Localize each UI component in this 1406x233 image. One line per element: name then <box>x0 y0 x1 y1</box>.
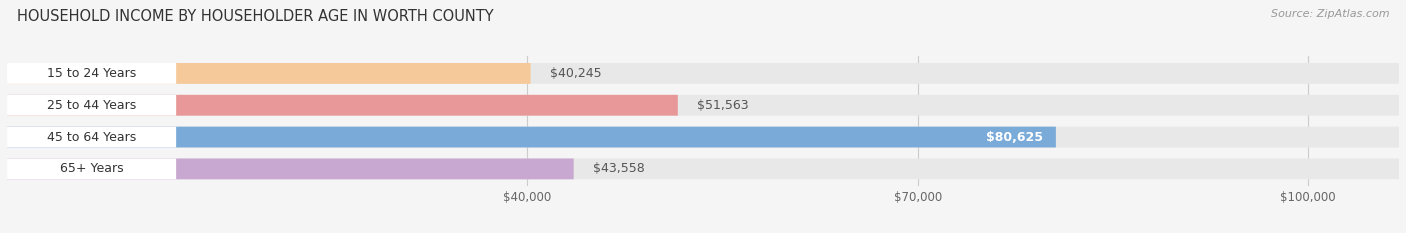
Text: HOUSEHOLD INCOME BY HOUSEHOLDER AGE IN WORTH COUNTY: HOUSEHOLD INCOME BY HOUSEHOLDER AGE IN W… <box>17 9 494 24</box>
FancyBboxPatch shape <box>7 127 1399 147</box>
FancyBboxPatch shape <box>7 95 176 116</box>
FancyBboxPatch shape <box>7 158 1399 179</box>
FancyBboxPatch shape <box>7 127 1056 147</box>
Text: $51,563: $51,563 <box>697 99 749 112</box>
FancyBboxPatch shape <box>7 63 176 84</box>
Text: $80,625: $80,625 <box>986 130 1043 144</box>
FancyBboxPatch shape <box>7 63 1399 84</box>
Text: Source: ZipAtlas.com: Source: ZipAtlas.com <box>1271 9 1389 19</box>
Text: 45 to 64 Years: 45 to 64 Years <box>46 130 136 144</box>
Text: 25 to 44 Years: 25 to 44 Years <box>46 99 136 112</box>
Text: 65+ Years: 65+ Years <box>60 162 124 175</box>
Text: $40,245: $40,245 <box>550 67 602 80</box>
FancyBboxPatch shape <box>7 127 176 147</box>
FancyBboxPatch shape <box>7 95 678 116</box>
FancyBboxPatch shape <box>7 158 176 179</box>
Text: $43,558: $43,558 <box>593 162 645 175</box>
FancyBboxPatch shape <box>7 63 530 84</box>
FancyBboxPatch shape <box>7 95 1399 116</box>
FancyBboxPatch shape <box>7 158 574 179</box>
Text: 15 to 24 Years: 15 to 24 Years <box>46 67 136 80</box>
